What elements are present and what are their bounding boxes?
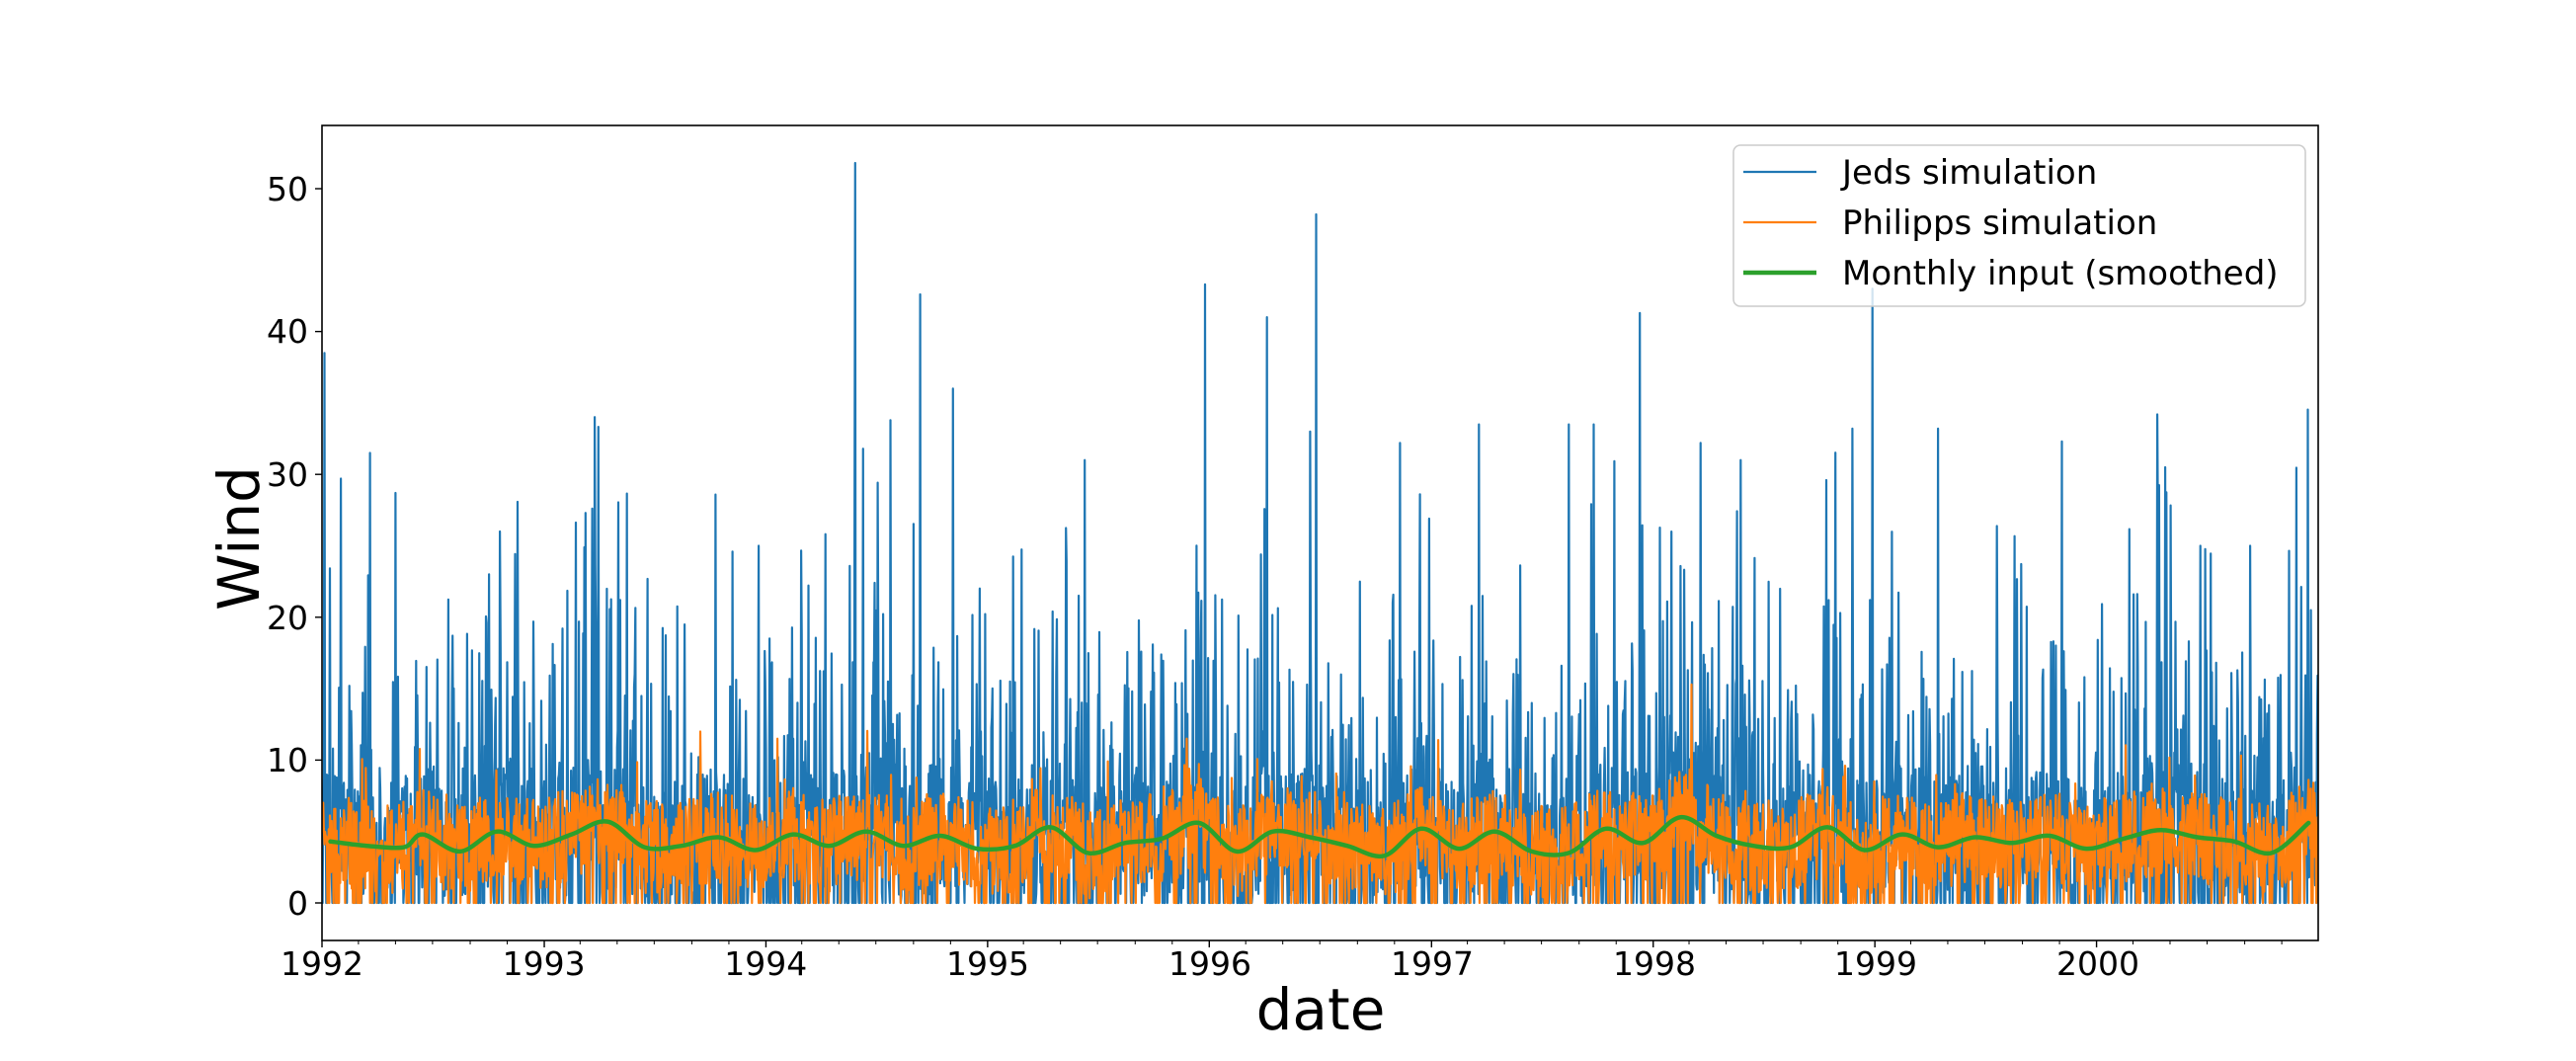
philipps-simulation-line <box>322 683 2318 905</box>
x-tick-label: 1997 <box>1391 944 1474 983</box>
x-tick-label: 1993 <box>503 944 586 983</box>
x-tick-label: 1992 <box>281 944 363 983</box>
x-axis-title: date <box>1256 976 1386 1043</box>
legend-item-jeds: Jeds simulation <box>1743 153 2097 193</box>
y-tick: 10 <box>267 741 322 779</box>
y-axis-title: Wind <box>205 466 273 611</box>
y-tick: 0 <box>287 884 322 923</box>
x-tick-label: 1994 <box>724 944 807 983</box>
y-tick: 30 <box>267 455 322 494</box>
monthly-input-smoothed-line <box>328 814 2311 859</box>
legend-item-philipps: Philipps simulation <box>1743 204 2157 243</box>
y-tick-label: 0 <box>287 884 308 923</box>
x-tick-label: 1999 <box>1834 944 1917 983</box>
x-tick-label: 1995 <box>946 944 1029 983</box>
plot-area <box>322 161 2318 905</box>
y-tick-label: 50 <box>267 170 308 208</box>
y-tick: 40 <box>267 312 322 351</box>
legend-item-monthly: Monthly input (smoothed) <box>1743 254 2279 293</box>
y-tick-label: 10 <box>267 741 308 779</box>
x-tick-label: 2000 <box>2056 944 2139 983</box>
x-tick-label: 1996 <box>1168 944 1251 983</box>
y-tick-label: 20 <box>267 599 308 637</box>
y-axis: 0 10 20 30 40 50 <box>267 170 322 923</box>
legend-label: Jeds simulation <box>1840 153 2097 193</box>
legend-box <box>1732 144 2306 307</box>
legend: Jeds simulation Philipps simulation Mont… <box>1732 144 2306 307</box>
x-tick-label: 1998 <box>1613 944 1696 983</box>
x-axis: 1992 1993 1994 1995 1996 1997 1998 1999 … <box>281 944 2139 983</box>
y-tick-label: 40 <box>267 312 308 351</box>
legend-label: Monthly input (smoothed) <box>1842 254 2279 293</box>
y-tick-label: 30 <box>267 455 308 494</box>
legend-label: Philipps simulation <box>1842 204 2157 243</box>
y-tick: 20 <box>267 599 322 637</box>
x-minor-ticks <box>321 940 2283 947</box>
y-tick: 50 <box>267 170 322 208</box>
